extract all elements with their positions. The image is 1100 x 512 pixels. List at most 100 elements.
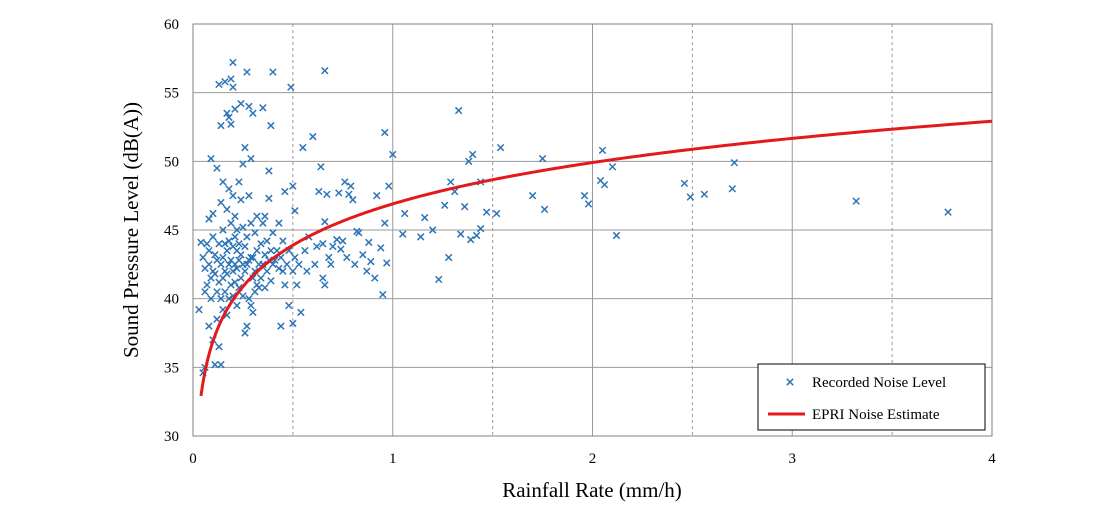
data-point <box>315 187 323 196</box>
data-point <box>223 270 231 278</box>
data-point <box>223 205 231 214</box>
data-point <box>221 288 229 296</box>
data-point <box>285 301 293 310</box>
data-point <box>379 290 387 299</box>
data-point <box>233 301 241 310</box>
data-point <box>219 226 227 234</box>
data-point <box>323 190 331 199</box>
x-tick-label: 3 <box>789 451 797 467</box>
data-point <box>355 229 363 237</box>
data-point <box>584 200 593 208</box>
data-point <box>279 267 287 275</box>
data-point <box>540 205 549 214</box>
data-point <box>241 143 249 152</box>
data-point <box>345 190 353 199</box>
data-point <box>211 250 219 259</box>
data-point <box>325 253 333 262</box>
data-point <box>219 178 227 186</box>
y-tick-label: 50 <box>164 154 179 170</box>
data-point <box>261 250 269 259</box>
data-point <box>219 253 227 262</box>
data-point <box>440 201 449 210</box>
data-point <box>327 260 335 269</box>
data-point <box>598 146 607 155</box>
data-point <box>237 196 245 204</box>
data-point <box>373 191 381 200</box>
data-point <box>492 209 501 218</box>
data-point <box>416 233 425 241</box>
y-tick-label: 35 <box>164 360 179 376</box>
data-point <box>227 120 235 128</box>
data-point <box>195 305 203 314</box>
data-point <box>241 329 249 337</box>
data-point <box>329 242 337 251</box>
plot-area-frame <box>192 23 993 437</box>
data-point <box>223 109 231 117</box>
data-point <box>700 190 709 199</box>
data-point <box>205 322 213 330</box>
data-point <box>291 207 299 215</box>
data-point <box>243 68 251 76</box>
data-point <box>209 209 217 218</box>
data-point <box>580 191 589 200</box>
data-point <box>243 322 251 330</box>
data-point <box>317 163 325 171</box>
data-point <box>680 179 689 188</box>
data-point <box>275 264 283 273</box>
data-point <box>267 246 275 255</box>
data-point <box>231 278 239 286</box>
data-point <box>265 194 273 203</box>
legend-x-marker <box>786 378 794 386</box>
data-point <box>213 164 221 172</box>
data-point <box>269 260 277 269</box>
data-point <box>289 267 297 275</box>
data-point <box>383 259 391 267</box>
data-point <box>359 250 367 259</box>
data-point <box>239 292 247 300</box>
epri-estimate-line <box>199 119 993 397</box>
data-point <box>215 240 223 248</box>
data-point <box>217 121 225 130</box>
data-point <box>365 238 373 247</box>
data-point <box>299 143 307 152</box>
data-point <box>444 253 453 262</box>
data-point <box>381 219 389 227</box>
data-point <box>468 150 477 159</box>
data-point <box>289 319 297 328</box>
data-point <box>319 274 327 282</box>
data-point <box>207 154 215 163</box>
data-point <box>247 253 255 262</box>
data-point <box>215 343 223 351</box>
data-point <box>227 281 235 289</box>
data-point <box>253 212 261 220</box>
data-point <box>249 253 257 262</box>
data-point <box>333 235 341 244</box>
data-point <box>241 267 249 275</box>
legend-label-recorded: Recorded Noise Level <box>812 375 946 391</box>
data-point <box>385 182 393 190</box>
data-point <box>225 260 233 269</box>
data-point <box>337 245 345 253</box>
data-point <box>281 281 289 289</box>
data-point <box>377 244 385 252</box>
data-point <box>339 237 347 245</box>
data-point <box>319 240 327 248</box>
data-point <box>297 308 305 317</box>
data-point <box>730 158 739 167</box>
x-tick-label: 4 <box>988 451 996 467</box>
data-point <box>231 212 239 220</box>
data-point <box>201 288 209 296</box>
data-point <box>225 237 233 245</box>
data-point <box>446 178 455 186</box>
data-point <box>211 360 219 369</box>
data-point <box>472 231 481 240</box>
data-point <box>341 178 349 186</box>
legend-marker-recorded <box>786 378 794 386</box>
data-point <box>233 226 241 234</box>
data-point <box>231 233 239 241</box>
data-point <box>235 240 243 248</box>
data-point <box>351 260 359 269</box>
data-point <box>295 260 303 269</box>
data-point <box>239 160 247 168</box>
